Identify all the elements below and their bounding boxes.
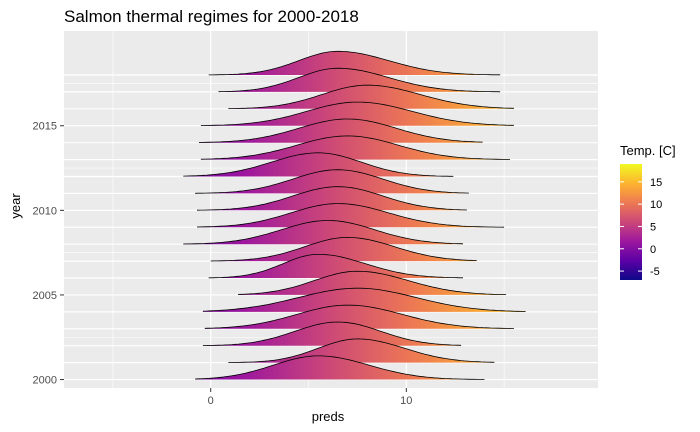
ridge-2016-fill — [228, 85, 514, 109]
y-axis: 2000 2005 2010 2015 — [33, 121, 64, 387]
ridge-2004-outline — [202, 287, 526, 312]
legend: Temp. [C] -5 0 5 10 15 — [620, 143, 676, 280]
ridge-2014-outline — [199, 118, 483, 143]
ridge-2012-outline — [183, 152, 454, 177]
ridge-2004-fill — [202, 288, 526, 312]
chart-title: Salmon thermal regimes for 2000-2018 — [64, 7, 359, 26]
ridge-2005-fill — [238, 271, 507, 295]
ridge-2018-outline — [208, 50, 501, 76]
x-tick-label: 10 — [400, 395, 412, 407]
ridge-2000-fill — [195, 355, 485, 380]
y-tick-label: 2010 — [33, 205, 57, 217]
legend-tick-label: 10 — [650, 199, 662, 211]
ridge-2015-outline — [200, 101, 514, 126]
ridge-2016-outline — [228, 84, 514, 109]
ridge-2001-fill — [228, 338, 495, 363]
ridge-2013-outline — [200, 135, 510, 160]
ridge-2009-outline — [196, 203, 505, 228]
ridge-2006-outline — [208, 254, 463, 279]
ridge-2008-fill — [183, 220, 464, 245]
ridge-2009-fill — [197, 203, 505, 228]
ridge-2017-fill — [218, 68, 501, 92]
ridge-2011-outline — [195, 169, 469, 194]
y-axis-title: year — [8, 193, 23, 219]
ridge-2015-fill — [200, 102, 514, 126]
ridge-2001-outline — [228, 338, 495, 363]
ridge-2017-outline — [218, 67, 501, 93]
ridge-2013-fill — [200, 135, 510, 160]
x-axis-title: preds — [312, 409, 345, 424]
y-tick-label: 2005 — [33, 290, 57, 302]
legend-colorbar — [620, 164, 642, 280]
y-tick-label: 2000 — [33, 375, 57, 387]
ridge-2014-fill — [199, 119, 483, 143]
legend-tick-label: -5 — [650, 266, 660, 278]
ridge-2005-outline — [238, 270, 507, 295]
legend-tick-label: 15 — [650, 177, 662, 189]
legend-tick-label: 0 — [650, 244, 656, 256]
ridges — [183, 50, 526, 380]
ridge-2006-fill — [208, 254, 463, 278]
legend-tick-label: 5 — [650, 221, 656, 233]
ridge-2000-outline — [195, 355, 485, 380]
y-tick-label: 2015 — [33, 121, 57, 133]
ridge-2002-outline — [202, 321, 462, 346]
ridge-2018-fill — [208, 51, 501, 75]
ridge-2012-fill — [183, 152, 454, 177]
x-axis: 0 10 — [208, 388, 412, 407]
x-tick-label: 0 — [208, 395, 214, 407]
ridge-2003-outline — [204, 304, 514, 329]
ridge-2010-outline — [196, 186, 467, 211]
legend-ticks: -5 0 5 10 15 — [620, 177, 662, 278]
ridge-2007-outline — [210, 236, 477, 262]
ridge-2008-outline — [183, 220, 464, 245]
legend-title: Temp. [C] — [620, 143, 676, 158]
